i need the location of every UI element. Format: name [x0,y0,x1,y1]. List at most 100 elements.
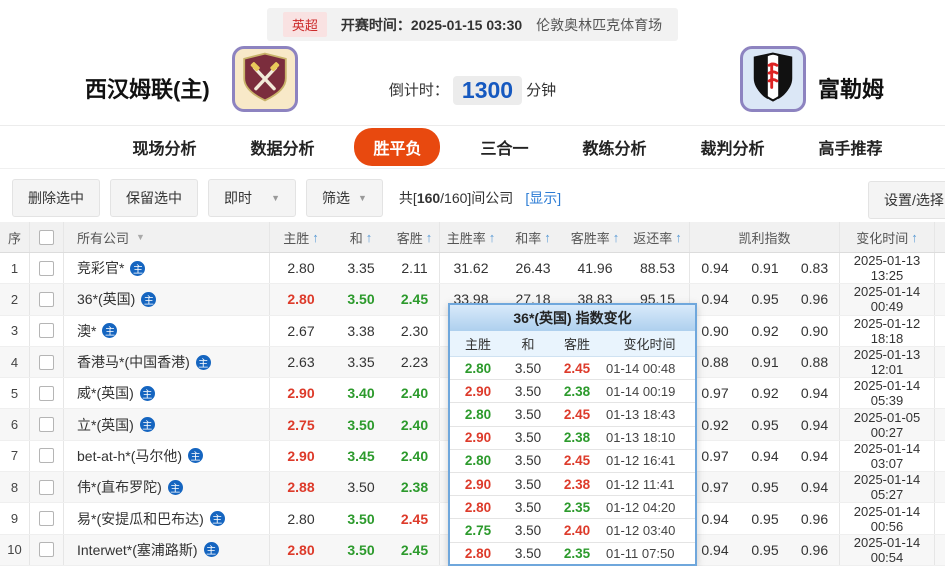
home-odds[interactable]: 2.67 [287,322,315,339]
company-name[interactable]: bet-at-h*(马尔他) 主 [64,440,270,472]
draw-odds[interactable]: 3.40 [347,385,375,402]
away-odds[interactable]: 2.40 [390,440,440,472]
away-odds[interactable]: 2.23 [390,346,440,378]
popup-home-odds: 2.75 [464,522,492,538]
tab-2[interactable]: 胜平负 [354,128,441,166]
home-odds[interactable]: 2.80 [287,510,315,527]
col-home-rate[interactable]: 主胜率 ↑ [446,229,496,246]
draw-odds[interactable]: 3.50 [347,479,375,496]
sort-asc-icon: ↑ [675,229,682,245]
away-odds[interactable]: 2.11 [390,253,440,284]
kelly-1: 0.97 [701,479,729,496]
col-draw[interactable]: 和 ↑ [349,229,373,246]
kelly-3: 0.90 [790,315,840,346]
keep-selected-button[interactable]: 保留选中 [110,179,198,217]
tab-5[interactable]: 裁判分析 [700,141,765,158]
draw-odds[interactable]: 3.38 [347,322,375,339]
company-count: 共[160/160]间公司 [398,190,514,206]
col-away-rate[interactable]: 客胜率 ↑ [570,229,620,246]
draw-odds[interactable]: 3.50 [347,510,375,527]
row-checkbox[interactable] [39,479,54,495]
col-return-rate[interactable]: 返还率 ↑ [626,222,690,252]
instant-dropdown[interactable]: 即时 ▼ [208,179,296,217]
delete-selected-button[interactable]: 删除选中 [12,179,100,217]
home-odds[interactable]: 2.80 [287,541,315,558]
kelly-1: 0.97 [701,385,729,402]
row-seq: 5 [0,378,30,409]
away-odds[interactable]: 2.45 [390,503,440,534]
away-odds[interactable]: 2.38 [390,472,440,503]
company-label: 竞彩官* [77,260,125,277]
company-name[interactable]: 竞彩官* 主 [64,253,270,284]
select-all-checkbox[interactable] [39,229,54,245]
col-extra-sliver [935,222,945,252]
company-name[interactable]: Interwet*(塞浦路斯) 主 [64,534,270,565]
tab-bar: 现场分析 数据分析 胜平负 三合一 教练分析 裁判分析 高手推荐 [0,125,945,169]
row-seq: 10 [0,534,30,565]
kelly-2: 0.92 [751,385,779,402]
row-checkbox-cell [30,253,64,284]
away-odds[interactable]: 2.30 [390,315,440,346]
row-checkbox[interactable] [39,542,54,558]
change-time: 2025-01-14 05:27 [840,472,935,503]
row-checkbox[interactable] [39,260,54,276]
row-checkbox[interactable] [39,448,54,464]
filter-dropdown[interactable]: 筛选 ▼ [306,179,383,217]
col-home-win[interactable]: 主胜 ↑ [283,229,319,246]
kelly-3: 0.83 [790,253,840,284]
settings-select-button[interactable]: 设置/选择 [868,181,945,219]
popup-away-odds: 2.40 [563,522,591,538]
home-odds[interactable]: 2.75 [287,416,315,433]
draw-odds[interactable]: 3.50 [347,291,375,308]
company-name[interactable]: 澳* 主 [64,315,270,346]
row-checkbox[interactable] [39,385,54,401]
tab-3[interactable]: 三合一 [480,141,529,158]
col-kelly: 凯利指数 [690,222,840,252]
draw-odds[interactable]: 3.35 [347,260,375,277]
company-name[interactable]: 伟*(直布罗陀) 主 [64,472,270,503]
away-odds[interactable]: 2.40 [390,378,440,409]
draw-odds[interactable]: 3.35 [347,354,375,371]
tab-4[interactable]: 教练分析 [582,141,647,158]
table-row[interactable]: 2 36*(英国) 主 2.80 3.50 2.45 33.98 27.18 38.83 95.1… [0,284,945,316]
draw-odds[interactable]: 3.50 [347,541,375,558]
away-odds[interactable]: 2.40 [390,409,440,440]
row-checkbox[interactable] [39,323,54,339]
row-checkbox[interactable] [39,417,54,433]
row-seq: 8 [0,472,30,503]
tab-0[interactable]: 现场分析 [132,141,197,158]
col-draw-rate[interactable]: 和率 ↑ [515,229,551,246]
company-name[interactable]: 香港马*(中国香港) 主 [64,346,270,378]
company-name[interactable]: 36*(英国) 主 [64,284,270,315]
col-company[interactable]: 所有公司 ▼ [64,222,270,252]
row-checkbox[interactable] [39,511,54,527]
row-checkbox[interactable] [39,291,54,307]
change-time: 2025-01-14 00:49 [840,284,935,315]
table-row[interactable]: 1 竞彩官* 主 2.80 3.35 2.11 31.62 26.43 41.96 88.53 0.… [0,253,945,285]
host-icon: 主 [102,323,118,339]
home-odds[interactable]: 2.80 [287,260,315,277]
company-name[interactable]: 威*(英国) 主 [64,378,270,409]
draw-odds[interactable]: 3.45 [347,447,375,464]
away-odds[interactable]: 2.45 [390,534,440,565]
away-odds[interactable]: 2.45 [390,284,440,315]
home-odds[interactable]: 2.88 [287,479,315,496]
draw-odds[interactable]: 3.50 [347,416,375,433]
tab-1[interactable]: 数据分析 [250,141,315,158]
row-checkbox[interactable] [39,354,54,370]
west-ham-crest-icon [239,51,291,108]
kelly-2: 0.95 [751,541,779,558]
company-name[interactable]: 易*(安提瓜和巴布达) 主 [64,503,270,534]
home-odds[interactable]: 2.63 [287,354,315,371]
show-link[interactable]: [显示] [525,190,562,206]
col-change-time[interactable]: 变化时间 ↑ [840,222,935,252]
col-away-win[interactable]: 客胜 ↑ [390,222,440,252]
home-odds[interactable]: 2.80 [287,291,315,308]
popup-change-time: 01-12 03:40 [606,522,676,538]
company-label: 易*(安提瓜和巴布达) [77,510,204,527]
home-odds[interactable]: 2.90 [287,447,315,464]
home-odds[interactable]: 2.90 [287,385,315,402]
popup-row: 2.80 3.50 2.45 01-14 00:48 [450,357,695,381]
company-name[interactable]: 立*(英国) 主 [64,409,270,440]
tab-6[interactable]: 高手推荐 [818,141,883,158]
